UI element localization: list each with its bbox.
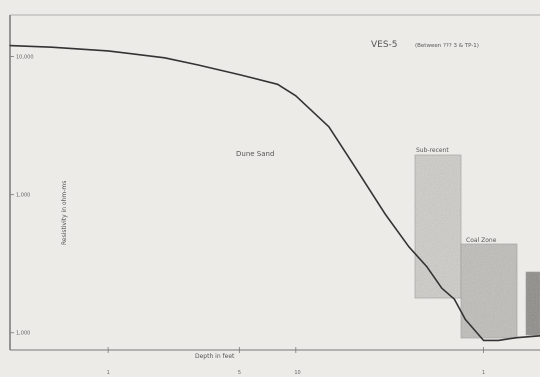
x-ticks: 1 5 10 1	[107, 347, 485, 376]
data-point	[107, 50, 109, 52]
zone-label: Coal Zone	[466, 237, 497, 244]
data-point	[453, 298, 456, 300]
data-point	[441, 287, 443, 289]
data-point	[328, 126, 330, 128]
y-axis-label: Resistivity in ohm-ms	[61, 181, 68, 245]
zone-label: Sub-recent	[416, 147, 449, 154]
x-tick-label: 1	[482, 370, 485, 376]
x-tick-label: 1	[107, 370, 110, 376]
data-point	[9, 45, 11, 47]
data-point	[51, 46, 53, 48]
y-tick-label: 1,000	[16, 193, 30, 199]
series-layer	[9, 44, 540, 342]
data-point	[164, 57, 166, 59]
chart-subtitle: (Between ??? 3 & TP-1)	[415, 43, 479, 49]
data-point	[426, 266, 428, 268]
zone-texture	[526, 272, 540, 335]
chart-title: VES-5	[371, 40, 398, 50]
data-point	[197, 64, 199, 66]
x-tick-label: 5	[238, 370, 241, 376]
y-ticks: 10,000 1,000 1,000	[10, 55, 34, 337]
data-point	[295, 95, 297, 97]
zone-texture	[415, 155, 461, 298]
series-line	[9, 44, 540, 342]
y-tick-label: 1,000	[16, 331, 30, 337]
data-point	[482, 339, 485, 342]
zones-layer	[414, 154, 540, 339]
data-point	[408, 246, 410, 248]
zone-label: Dune Sand	[236, 150, 274, 158]
data-point	[384, 213, 386, 215]
zone-labels: Dune Sand Sub-recent Coal Zone	[236, 147, 497, 244]
zone-texture	[461, 244, 517, 338]
data-point	[238, 74, 240, 76]
data-point	[497, 339, 499, 342]
y-tick-label: 10,000	[16, 55, 34, 61]
data-point	[464, 318, 466, 320]
data-point	[277, 83, 279, 85]
data-point	[351, 162, 353, 164]
x-axis-label: Depth in feet	[195, 353, 235, 360]
data-point	[515, 337, 518, 339]
x-tick-label: 10	[294, 370, 300, 376]
